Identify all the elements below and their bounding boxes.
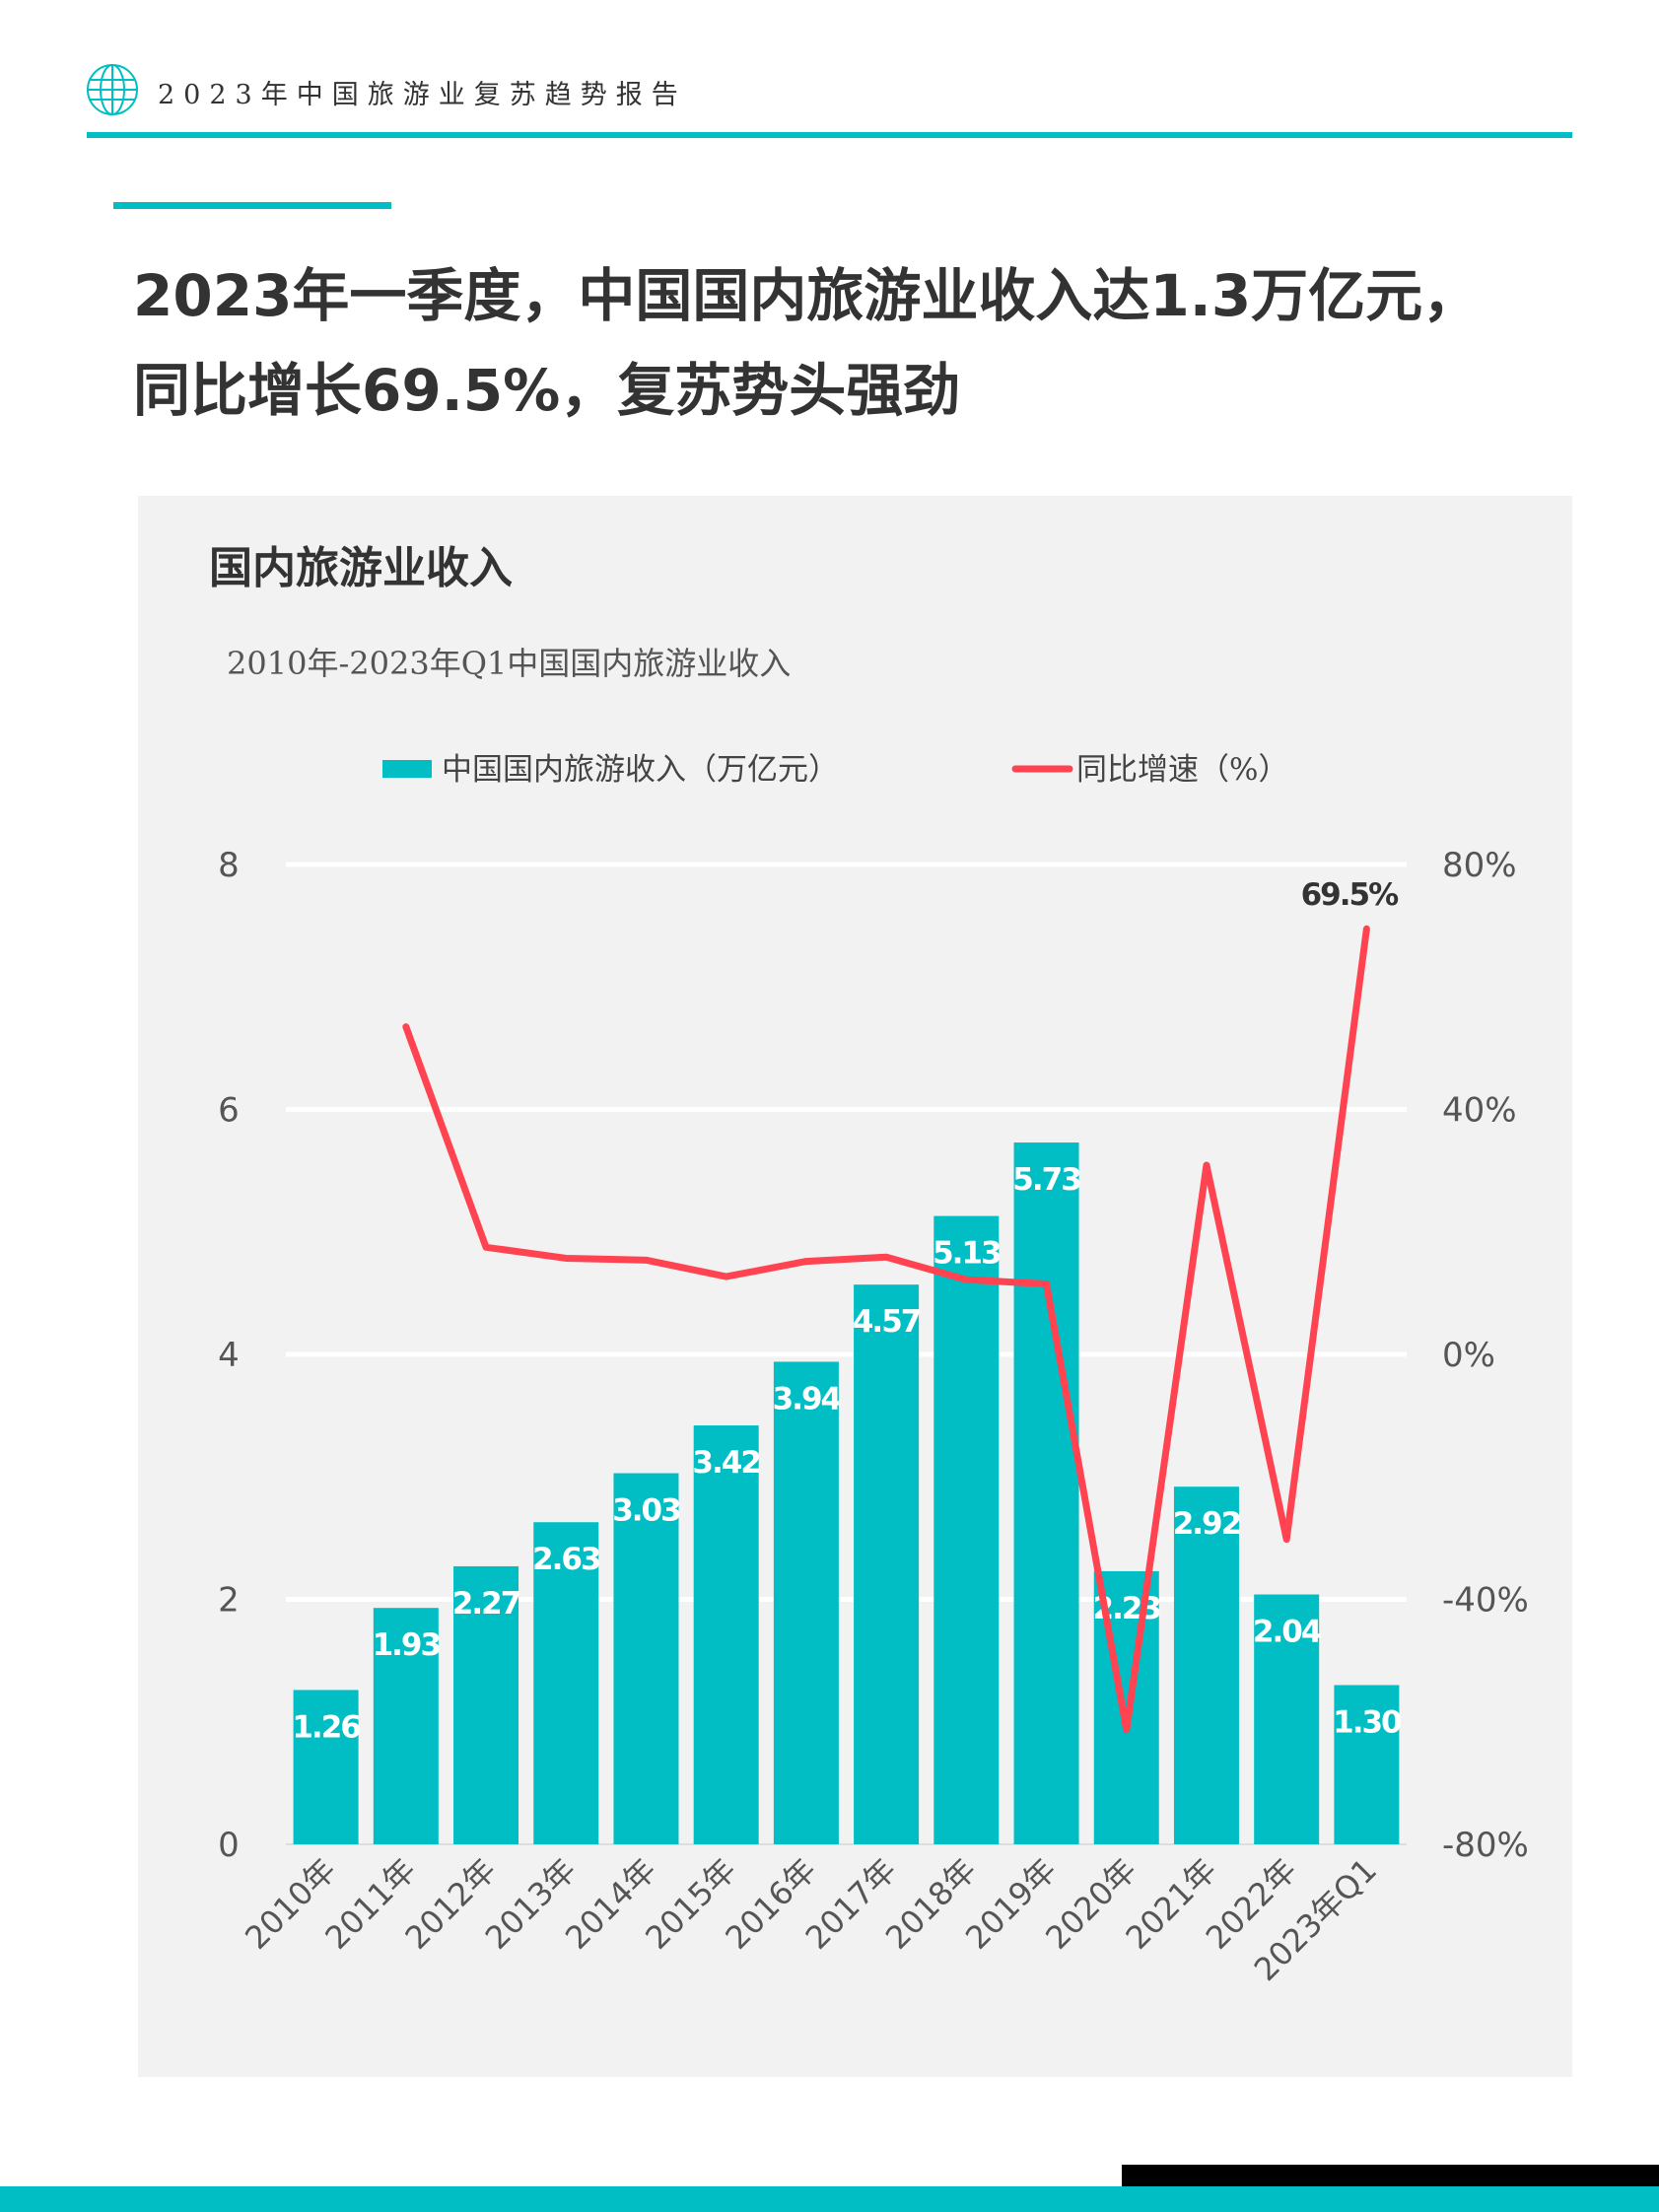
- bar: [693, 1425, 759, 1844]
- bar: [373, 1608, 439, 1844]
- bar: [933, 1215, 1000, 1844]
- bar-data-label: 1.26: [292, 1709, 360, 1745]
- y-right-tick: -80%: [1442, 1826, 1529, 1865]
- y-right-tick: 40%: [1442, 1091, 1517, 1131]
- bar-data-label: 1.93: [373, 1627, 441, 1663]
- accent-bar: [113, 202, 391, 209]
- growth-annotation: 69.5%: [1301, 877, 1399, 913]
- globe-icon: [87, 64, 138, 115]
- bar-data-label: 2.63: [532, 1542, 600, 1577]
- headline: 2023年一季度，中国国内旅游业收入达1.3万亿元， 同比增长69.5%，复苏势…: [133, 248, 1592, 438]
- report-title: 2023年中国旅游业复苏趋势报告: [158, 80, 687, 110]
- bar-data-label: 3.94: [773, 1381, 842, 1417]
- bar-data-label: 2.04: [1253, 1615, 1322, 1650]
- y-right-tick: 0%: [1442, 1336, 1495, 1375]
- headline-line-1: 2023年一季度，中国国内旅游业收入达1.3万亿元，: [133, 262, 1481, 329]
- bar: [854, 1284, 920, 1844]
- chart-title: 国内旅游业收入: [209, 543, 513, 593]
- legend-bar-swatch: [382, 760, 432, 778]
- bar: [1013, 1142, 1079, 1844]
- footer-teal-bar: [0, 2186, 1659, 2212]
- bar-data-label: 1.30: [1333, 1704, 1402, 1740]
- bar: [613, 1473, 679, 1844]
- bar: [1254, 1594, 1320, 1844]
- y-left-tick: 4: [218, 1336, 240, 1375]
- chart-subtitle: 2010年-2023年Q1中国国内旅游业收入: [227, 645, 792, 682]
- header-divider: [87, 132, 1572, 138]
- y-left-tick: 6: [218, 1091, 240, 1131]
- footer-black-bar: [1122, 2165, 1659, 2186]
- y-right-tick: -40%: [1442, 1581, 1529, 1621]
- bar: [533, 1522, 599, 1844]
- headline-line-2: 同比增长69.5%，复苏势头强劲: [133, 357, 961, 424]
- bar-data-label: 4.57: [853, 1304, 921, 1340]
- bar-data-label: 3.42: [692, 1445, 760, 1481]
- bar: [1334, 1685, 1400, 1844]
- bar-data-label: 5.13: [933, 1236, 1001, 1272]
- y-left-tick: 8: [218, 846, 240, 885]
- bar-data-label: 5.73: [1012, 1162, 1080, 1198]
- bar: [773, 1361, 839, 1844]
- bar: [1173, 1486, 1239, 1844]
- bar-data-label: 2.92: [1173, 1506, 1241, 1542]
- bar: [453, 1565, 519, 1844]
- bar-data-label: 3.03: [612, 1493, 680, 1529]
- legend-line-label: 同比增速（%）: [1076, 752, 1288, 788]
- bar: [293, 1690, 359, 1844]
- y-left-tick: 0: [218, 1826, 240, 1865]
- y-right-tick: 80%: [1442, 846, 1517, 885]
- bar-data-label: 2.27: [452, 1586, 520, 1622]
- legend-bar-label: 中国国内旅游收入（万亿元）: [442, 752, 839, 788]
- y-left-tick: 2: [218, 1581, 240, 1621]
